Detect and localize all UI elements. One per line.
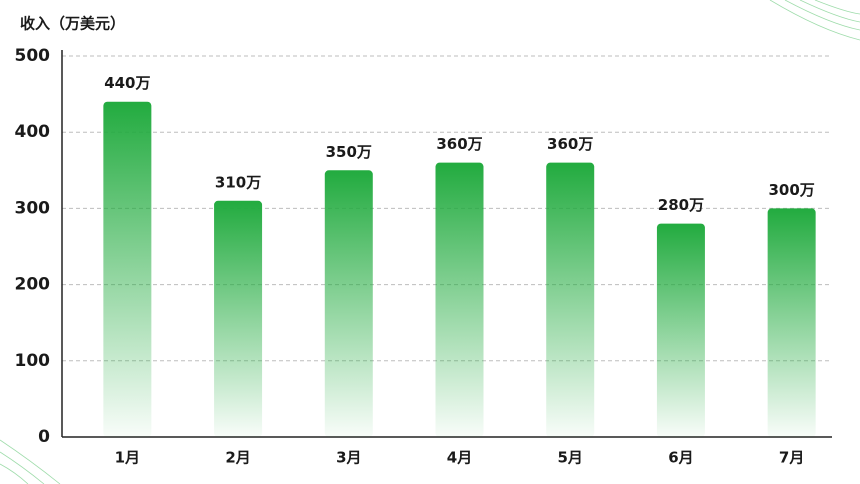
- y-axis-title: 收入（万美元）: [20, 15, 125, 33]
- bar: [546, 162, 595, 437]
- x-tick-label: 1月: [115, 449, 140, 467]
- y-tick-label: 500: [15, 46, 51, 66]
- value-label: 440万: [104, 74, 150, 92]
- y-tick-label: 100: [15, 351, 51, 371]
- bar: [103, 101, 152, 437]
- value-label: 300万: [768, 181, 814, 199]
- value-label: 280万: [658, 196, 704, 214]
- bar: [435, 162, 484, 437]
- y-tick-label: 0: [38, 427, 50, 447]
- bar: [214, 200, 263, 437]
- y-tick-label: 300: [15, 198, 51, 218]
- x-tick-label: 6月: [668, 449, 693, 467]
- y-tick-label: 200: [15, 275, 51, 295]
- value-label: 360万: [436, 135, 482, 153]
- value-label: 360万: [547, 135, 593, 153]
- x-tick-label: 5月: [557, 449, 582, 467]
- bar: [767, 208, 816, 437]
- x-tick-label: 4月: [447, 449, 472, 467]
- x-tick-label: 3月: [336, 449, 361, 467]
- x-tick-label: 2月: [225, 449, 250, 467]
- bar: [324, 170, 373, 438]
- value-label: 310万: [215, 173, 261, 191]
- value-label: 350万: [326, 143, 372, 161]
- x-tick-label: 7月: [779, 449, 804, 467]
- bar: [656, 223, 705, 437]
- y-tick-label: 400: [15, 122, 51, 142]
